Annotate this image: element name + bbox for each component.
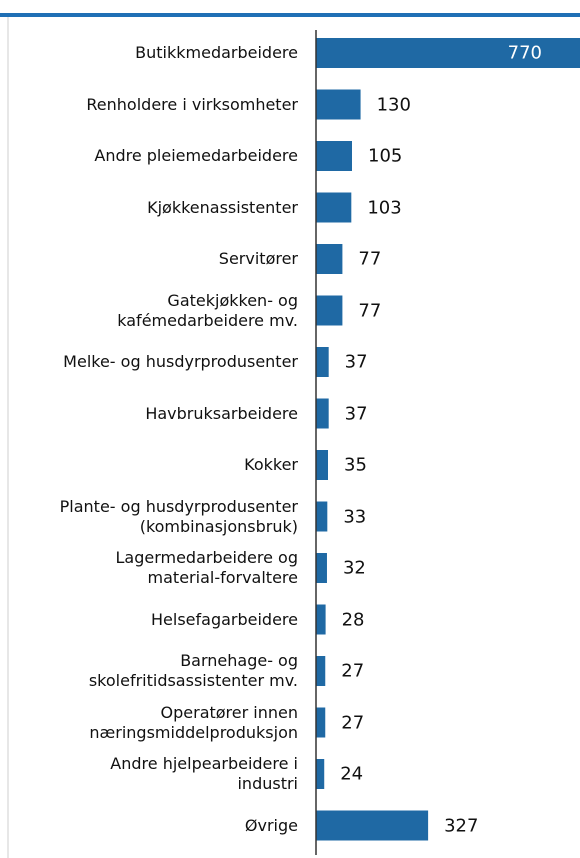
value-label: 27: [341, 712, 365, 733]
value-label: 103: [367, 197, 402, 218]
category-label: Kjøkkenassistenter: [147, 197, 298, 217]
value-label: 130: [376, 94, 411, 115]
category-label: Lagermedarbeidere og material-forvaltere: [115, 548, 298, 587]
value-label: 105: [368, 145, 403, 167]
bar: [316, 192, 352, 223]
bar: [316, 810, 429, 841]
value-label: 27: [341, 660, 365, 682]
bar: [316, 656, 326, 686]
value-label: 770: [507, 42, 542, 64]
bar: [316, 347, 329, 377]
value-label: 35: [344, 454, 367, 476]
bar: [316, 553, 327, 583]
category-label: Operatører innen næringsmiddelproduksjon: [89, 702, 298, 742]
bar: [316, 89, 361, 120]
bar: [316, 141, 352, 171]
value-label: 33: [343, 506, 367, 527]
bar: [316, 295, 343, 326]
category-label: Andre hjelpearbeidere i industri: [110, 754, 298, 793]
value-label: 24: [340, 763, 364, 785]
category-label: Havbruksarbeidere: [145, 403, 298, 423]
bar: [316, 450, 328, 480]
category-label: Barnehage- og skolefritidsassistenter mv…: [88, 651, 298, 690]
category-label: Øvrige: [244, 815, 298, 835]
value-label: 327: [444, 815, 479, 836]
category-label: Butikkmedarbeidere: [135, 43, 298, 62]
bar: [316, 38, 580, 68]
bar: [316, 604, 326, 635]
category-label: Renholdere i virksomheter: [86, 94, 298, 114]
category-label: Melke- og husdyrprodusenter: [63, 352, 298, 371]
category-label: Gatekjøkken- og kafémedarbeidere mv.: [117, 290, 298, 330]
value-label: 32: [342, 557, 366, 579]
bar: [316, 244, 343, 274]
category-label: Plante- og husdyrprodusenter (kombinasjo…: [59, 496, 298, 536]
value-label: 77: [358, 300, 382, 321]
bar: [316, 759, 325, 789]
value-label: 37: [344, 351, 368, 373]
value-label: 28: [341, 609, 365, 630]
value-label: 77: [358, 248, 382, 270]
bar: [316, 501, 328, 532]
value-label: 37: [344, 403, 368, 424]
bar: [316, 398, 329, 429]
bar: [316, 707, 326, 738]
category-label: Servitører: [218, 249, 298, 268]
category-label: Kokker: [244, 455, 298, 474]
category-label: Helsefagarbeidere: [151, 609, 298, 629]
category-label: Andre pleiemedarbeidere: [94, 146, 298, 165]
